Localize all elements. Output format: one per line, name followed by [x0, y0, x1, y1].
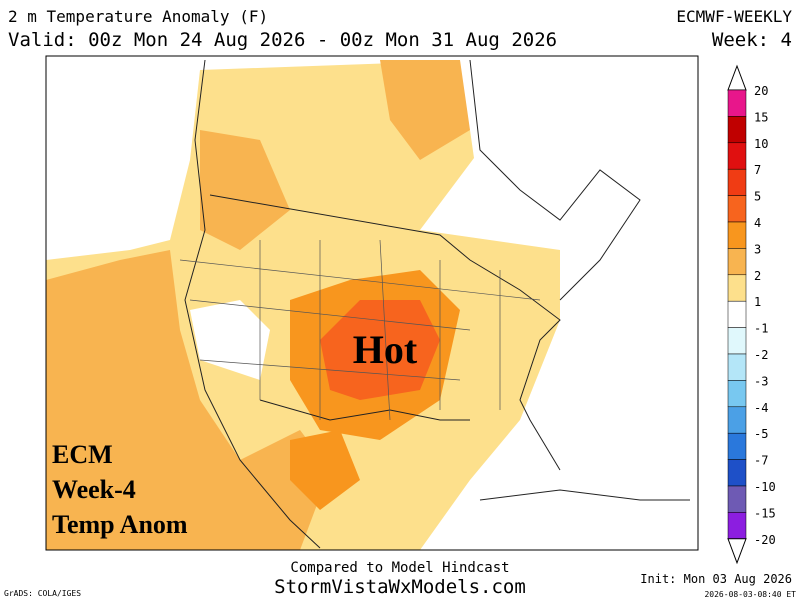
colorbar-label: 4 — [754, 216, 761, 230]
colorbar-label: -5 — [754, 427, 768, 441]
map-label-line: ECM — [52, 440, 113, 469]
model-name: ECMWF-WEEKLY — [676, 7, 792, 26]
anomaly-7 — [320, 300, 440, 400]
colorbar-swatch — [727, 485, 747, 513]
colorbar-swatch — [727, 380, 747, 408]
colorbar-swatch — [727, 142, 747, 170]
colorbar-swatch — [727, 459, 747, 487]
anomaly-9 — [460, 60, 698, 550]
map-label-line: Temp Anom — [52, 510, 188, 539]
anomaly-5 — [200, 130, 290, 250]
valid-time: Valid: 00z Mon 24 Aug 2026 - 00z Mon 31 … — [8, 29, 557, 51]
colorbar-label: -20 — [754, 533, 776, 547]
colorbar-label: 2 — [754, 269, 761, 283]
map: Hot ECM Week-4 Temp Anom — [45, 55, 699, 551]
colorbar-swatch — [727, 116, 747, 144]
map-label: ECM Week-4 Temp Anom — [52, 440, 188, 539]
colorbar-swatch — [727, 221, 747, 249]
map-frame — [45, 55, 699, 551]
colorbar-swatch — [727, 432, 747, 460]
colorbar-swatch — [727, 406, 747, 434]
colorbar-swatch — [727, 248, 747, 276]
colorbar-label: -2 — [754, 348, 768, 362]
colorbar-label: 7 — [754, 163, 761, 177]
colorbar-label: -3 — [754, 374, 768, 388]
colorbar-swatch — [727, 168, 747, 196]
colorbar-swatch — [727, 195, 747, 223]
title: 2 m Temperature Anomaly (F) — [8, 7, 268, 26]
colorbar-label: 10 — [754, 137, 768, 151]
anomaly-4 — [46, 250, 330, 550]
anomaly-8 — [190, 300, 270, 380]
timestamp: 2026-08-03-08:40 ET — [704, 590, 796, 599]
colorbar-label: 5 — [754, 190, 761, 204]
colorbar-label: -15 — [754, 506, 776, 520]
colorbar-label: 1 — [754, 295, 761, 309]
anomaly-10 — [290, 430, 360, 510]
colorbar-top — [727, 64, 747, 91]
colorbar-swatch — [727, 353, 747, 381]
colorbar-label: 3 — [754, 242, 761, 256]
colorbar-label: 20 — [754, 84, 768, 98]
hindcast-note: Compared to Model Hindcast — [290, 560, 509, 576]
colorbar-swatch — [727, 89, 747, 117]
anomaly-2 — [380, 60, 470, 160]
colorbar-swatch — [727, 512, 747, 540]
colorbar-swatch — [727, 274, 747, 302]
credit: GrADS: COLA/IGES — [4, 589, 81, 598]
colorbar-label: -4 — [754, 401, 768, 415]
hot-label: Hot — [353, 327, 418, 372]
colorbar-label: -1 — [754, 322, 768, 336]
map-label-line: Week-4 — [52, 475, 136, 504]
site: StormVistaWxModels.com — [274, 576, 526, 598]
colorbar: 20 15 10 7 5 4 3 2 1 -1 -2 -3 -4 -5 -7 -10 -15 -20 — [727, 64, 776, 565]
colorbar-bottom — [727, 538, 747, 565]
colorbar-label: -10 — [754, 480, 776, 494]
coastlines — [184, 59, 690, 549]
state-lines — [179, 239, 541, 421]
colorbar-label: 15 — [754, 110, 768, 124]
init-time: Init: Mon 03 Aug 2026 — [640, 572, 792, 586]
colorbar-label: -7 — [754, 454, 768, 468]
colorbar-swatch — [727, 300, 747, 328]
week: Week: 4 — [712, 29, 792, 51]
colorbar-swatch — [727, 327, 747, 355]
